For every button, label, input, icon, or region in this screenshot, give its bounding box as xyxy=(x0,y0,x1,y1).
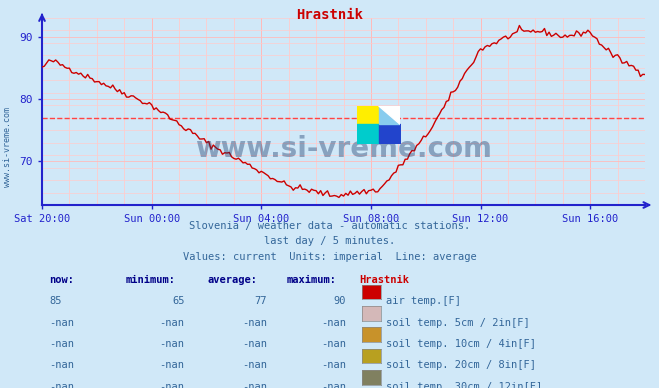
Text: Hrastnik: Hrastnik xyxy=(296,8,363,22)
Text: Values: current  Units: imperial  Line: average: Values: current Units: imperial Line: av… xyxy=(183,251,476,262)
Text: -nan: -nan xyxy=(49,317,74,327)
Text: -nan: -nan xyxy=(242,381,267,388)
Text: Hrastnik: Hrastnik xyxy=(359,275,409,285)
Text: soil temp. 30cm / 12in[F]: soil temp. 30cm / 12in[F] xyxy=(386,381,542,388)
Text: -nan: -nan xyxy=(159,360,185,370)
Text: -nan: -nan xyxy=(49,360,74,370)
Text: -nan: -nan xyxy=(321,360,346,370)
Text: average:: average: xyxy=(208,275,258,285)
Text: -nan: -nan xyxy=(242,360,267,370)
Text: 77: 77 xyxy=(254,296,267,306)
Text: Slovenia / weather data - automatic stations.: Slovenia / weather data - automatic stat… xyxy=(189,220,470,230)
Text: www.si-vreme.com: www.si-vreme.com xyxy=(195,135,492,163)
Text: air temp.[F]: air temp.[F] xyxy=(386,296,461,306)
Text: -nan: -nan xyxy=(242,339,267,349)
Text: -nan: -nan xyxy=(321,339,346,349)
Text: now:: now: xyxy=(49,275,74,285)
Text: 85: 85 xyxy=(49,296,62,306)
Text: 90: 90 xyxy=(333,296,346,306)
Text: -nan: -nan xyxy=(49,339,74,349)
Text: minimum:: minimum: xyxy=(125,275,175,285)
Text: www.si-vreme.com: www.si-vreme.com xyxy=(3,107,13,187)
Text: 65: 65 xyxy=(172,296,185,306)
Text: -nan: -nan xyxy=(242,317,267,327)
Text: soil temp. 20cm / 8in[F]: soil temp. 20cm / 8in[F] xyxy=(386,360,536,370)
Polygon shape xyxy=(379,106,400,124)
Text: soil temp. 10cm / 4in[F]: soil temp. 10cm / 4in[F] xyxy=(386,339,536,349)
Text: -nan: -nan xyxy=(159,317,185,327)
Text: last day / 5 minutes.: last day / 5 minutes. xyxy=(264,236,395,246)
Text: soil temp. 5cm / 2in[F]: soil temp. 5cm / 2in[F] xyxy=(386,317,529,327)
Text: -nan: -nan xyxy=(159,339,185,349)
Text: -nan: -nan xyxy=(159,381,185,388)
Text: -nan: -nan xyxy=(321,381,346,388)
Text: -nan: -nan xyxy=(321,317,346,327)
Polygon shape xyxy=(379,106,400,124)
Text: maximum:: maximum: xyxy=(287,275,337,285)
Text: -nan: -nan xyxy=(49,381,74,388)
